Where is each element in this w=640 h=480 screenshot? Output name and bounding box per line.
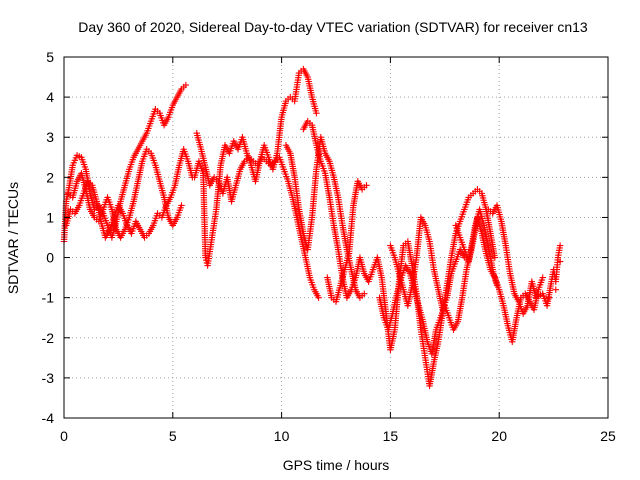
- data-point: [363, 182, 370, 189]
- plot-frame: [63, 56, 609, 419]
- data-point: [556, 258, 564, 265]
- y-tick-label: -1: [42, 290, 55, 306]
- data-point: [315, 294, 322, 301]
- y-tick-label: 4: [46, 89, 54, 105]
- y-tick-label: 3: [46, 129, 54, 145]
- data-point: [361, 290, 368, 297]
- data-point: [182, 81, 190, 89]
- data-points: [60, 65, 564, 390]
- x-axis-label: GPS time / hours: [283, 457, 390, 473]
- data-point: [313, 109, 320, 117]
- y-tick-label: -4: [42, 410, 55, 426]
- axis-ticks: 0 5 10 15 20 25 -4 -3 -2 -1 0 1 2 3 4 5: [42, 49, 616, 444]
- y-tick-label: 2: [46, 169, 54, 185]
- x-tick-label: 0: [60, 428, 68, 444]
- data-point: [491, 254, 499, 261]
- x-tick-label: 5: [169, 428, 177, 444]
- x-tick-label: 25: [600, 428, 616, 444]
- y-tick-label: -2: [42, 330, 55, 346]
- y-tick-label: 0: [46, 250, 54, 266]
- chart-title: Day 360 of 2020, Sidereal Day-to-day VTE…: [78, 19, 588, 35]
- data-point: [539, 274, 546, 281]
- data-point: [552, 286, 559, 293]
- x-tick-label: 15: [383, 428, 399, 444]
- x-tick-label: 20: [491, 428, 507, 444]
- data-point: [546, 294, 553, 301]
- x-tick-label: 10: [274, 428, 290, 444]
- y-tick-label: -3: [42, 370, 55, 386]
- y-axis-label: SDTVAR / TECUs: [5, 182, 21, 294]
- data-point: [178, 202, 185, 209]
- y-tick-label: 5: [46, 49, 54, 65]
- y-tick-label: 1: [46, 209, 54, 225]
- data-point: [556, 242, 564, 249]
